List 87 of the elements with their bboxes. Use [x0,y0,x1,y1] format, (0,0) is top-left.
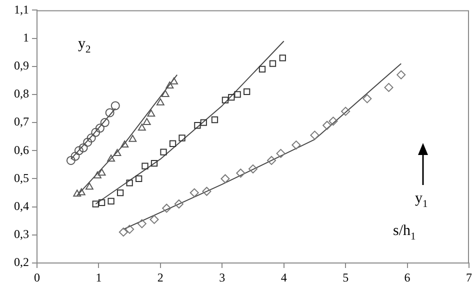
point [341,106,350,116]
point [190,188,199,198]
y-tick-label: 0,8 [14,86,29,101]
point [269,60,276,67]
point [222,96,229,104]
point [170,77,178,84]
point [77,188,86,196]
point [279,54,286,62]
point [100,118,110,128]
point [74,146,84,156]
point [169,140,176,147]
point [211,116,218,124]
point [66,156,76,165]
point [73,190,82,197]
point [113,148,122,156]
point [248,164,258,174]
point [92,200,99,208]
y-tick-label: 0,7 [14,114,29,129]
point [107,154,116,162]
x-tick-label: 3 [219,270,226,284]
y-tick-label: 0,9 [14,58,29,73]
point [234,91,241,98]
point [244,88,250,95]
x-tick-label: 1 [96,270,102,284]
point [142,162,148,170]
y-tick-label: 0,4 [14,198,29,213]
point [258,66,266,73]
y-tick-label: 0,5 [14,170,29,185]
point [362,94,372,104]
point [150,160,158,167]
point [137,219,146,228]
point [91,128,100,137]
point [161,90,170,97]
point [178,134,186,142]
point [292,140,301,150]
y-tick-label: 0,2 [14,255,29,270]
point [83,138,92,147]
y-tick-label: 0,3 [14,227,29,242]
point [396,70,406,80]
point [162,204,172,213]
point [86,134,96,143]
point [142,118,151,126]
point [98,199,106,206]
point [310,130,320,140]
point [267,156,276,165]
point [276,148,286,158]
point [95,124,104,133]
y-tick-label: 1 [23,30,29,44]
point [94,171,102,178]
point [136,175,142,182]
point [236,168,246,178]
point [228,94,235,101]
point [194,122,201,129]
point [328,116,338,126]
point [166,82,174,89]
point [160,148,167,156]
point [116,189,124,196]
point [108,198,114,205]
point [322,120,332,130]
point [156,98,164,106]
point [85,182,94,190]
x-tick-label: 4 [280,270,287,284]
point [147,110,156,117]
y-tick-label: 0,6 [14,142,29,157]
point [70,152,80,161]
point [110,101,120,110]
point [138,124,146,131]
x-tick-label: 7 [466,270,472,284]
point [220,174,230,184]
x-tick-label: 5 [342,270,349,284]
point [200,119,207,126]
point [150,214,159,224]
x-tick-label: 2 [157,270,164,284]
x-tick-label: 6 [404,270,410,284]
point [126,180,133,186]
point [384,82,394,92]
point [128,134,137,142]
point [125,224,134,234]
point [120,140,129,148]
point [174,200,184,209]
point [202,186,212,196]
point [105,108,114,118]
point [118,228,128,237]
x-tick-label: 0 [34,270,40,284]
point [78,143,88,152]
point [98,168,106,176]
y-tick-label: 1,1 [14,2,29,16]
